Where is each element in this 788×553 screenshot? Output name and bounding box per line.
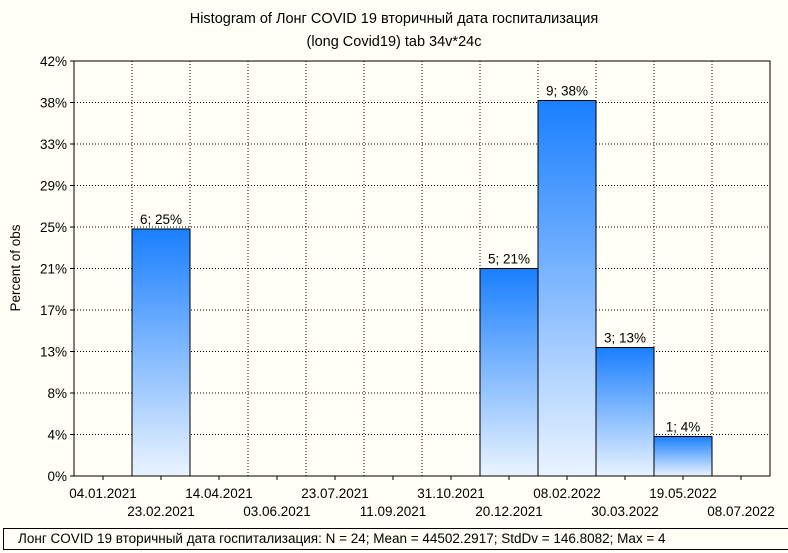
x-tick-label: 04.01.2021 bbox=[69, 486, 137, 501]
bar-data-label: 5; 21% bbox=[488, 252, 530, 267]
y-tick-label: 13% bbox=[40, 345, 67, 360]
histogram-bar bbox=[595, 347, 655, 477]
chart-title: Histogram of Лонг COVID 19 вторичный дат… bbox=[190, 11, 599, 27]
histogram-bar bbox=[479, 268, 539, 477]
x-tick-label: 30.03.2022 bbox=[591, 504, 659, 519]
y-tick-label: 25% bbox=[40, 220, 67, 235]
y-tick-label: 33% bbox=[40, 137, 67, 152]
chart-subtitle: (long Covid19) tab 34v*24c bbox=[307, 34, 482, 50]
bar-labels: 6; 25% 5; 21% 9; 38% 3; 13% 1; 4% bbox=[140, 84, 700, 435]
bar-data-label: 6; 25% bbox=[140, 212, 182, 227]
histogram-bar bbox=[537, 100, 597, 477]
bar-data-label: 1; 4% bbox=[666, 419, 701, 434]
bar-data-label: 9; 38% bbox=[546, 84, 588, 99]
y-axis-label: Percent of obs bbox=[8, 224, 23, 311]
y-tick-label: 38% bbox=[40, 96, 67, 111]
histogram-bar bbox=[653, 435, 713, 477]
histogram-bar bbox=[131, 228, 191, 477]
x-tick-label: 14.04.2021 bbox=[185, 486, 253, 501]
x-axis-ticks: 04.01.2021 23.02.2021 14.04.2021 03.06.2021… bbox=[69, 476, 775, 519]
y-tick-label: 29% bbox=[40, 179, 67, 194]
y-tick-label: 17% bbox=[40, 303, 67, 318]
x-tick-label: 23.07.2021 bbox=[301, 486, 369, 501]
x-tick-label: 19.05.2022 bbox=[649, 486, 717, 501]
stats-footer: Лонг COVID 19 вторичный дата госпитализа… bbox=[3, 528, 788, 550]
x-tick-label: 31.10.2021 bbox=[417, 486, 485, 501]
stats-text: Лонг COVID 19 вторичный дата госпитализа… bbox=[18, 531, 666, 546]
x-tick-label: 11.09.2021 bbox=[360, 504, 427, 519]
y-tick-label: 0% bbox=[47, 469, 67, 484]
x-tick-label: 20.12.2021 bbox=[475, 504, 543, 519]
y-axis-ticks: 0% 4% 8% 13% 17% 21% 25% 29% 33% 38% 42% bbox=[40, 54, 74, 484]
y-tick-label: 21% bbox=[40, 262, 67, 277]
x-tick-label: 23.02.2021 bbox=[127, 504, 195, 519]
x-tick-label: 03.06.2021 bbox=[243, 504, 311, 519]
y-tick-label: 4% bbox=[47, 428, 67, 443]
y-tick-label: 8% bbox=[47, 386, 67, 401]
x-tick-label: 08.07.2022 bbox=[707, 504, 775, 519]
bar-data-label: 3; 13% bbox=[604, 331, 646, 346]
bars bbox=[131, 100, 713, 477]
y-tick-label: 42% bbox=[40, 54, 67, 69]
x-tick-label: 08.02.2022 bbox=[533, 486, 601, 501]
